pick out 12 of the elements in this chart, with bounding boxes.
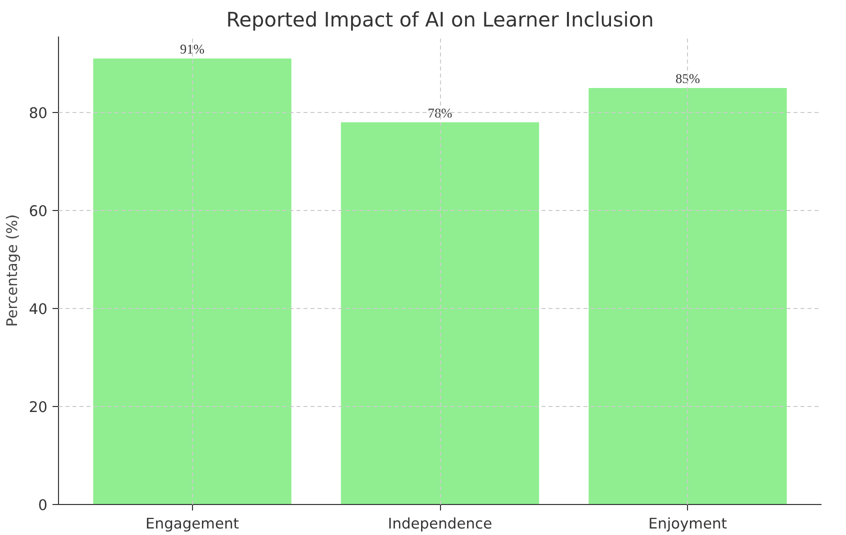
y-tick-label: 80 bbox=[28, 104, 48, 122]
data-label: 91% bbox=[180, 42, 204, 57]
y-tick-label: 60 bbox=[28, 202, 48, 220]
y-tick-label: 20 bbox=[28, 398, 48, 416]
x-tick-label: Independence bbox=[388, 516, 492, 532]
y-tick-label: 0 bbox=[38, 497, 48, 514]
y-axis-title: Percentage (%) bbox=[4, 214, 21, 327]
data-label: 85% bbox=[676, 70, 700, 86]
y-tick-label: 40 bbox=[28, 300, 48, 318]
x-tick-label: Enjoyment bbox=[648, 516, 728, 532]
x-tick-label: Engagement bbox=[146, 516, 240, 532]
chart-title: Reported Impact of AI on Learner Inclusion bbox=[226, 8, 654, 32]
